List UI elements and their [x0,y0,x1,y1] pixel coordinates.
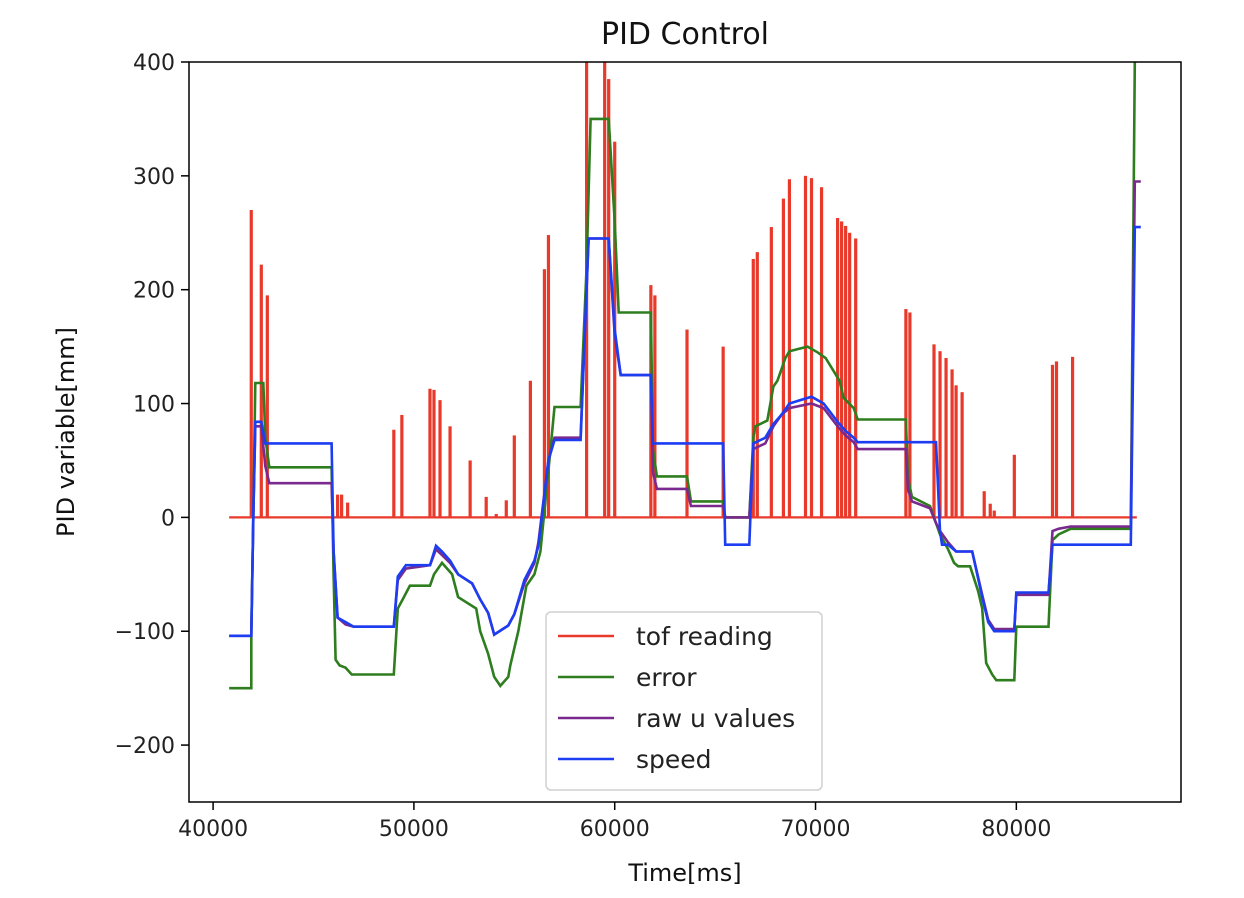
legend-label: error [636,663,697,692]
y-tick-label: 200 [133,279,175,304]
series-line [229,180,1141,638]
tof-spike [904,309,908,518]
tof-spike [982,491,986,518]
tof-spike [854,238,858,518]
tof-spike [944,358,948,518]
tof-spike [950,369,954,518]
tof-spike [653,295,657,518]
series-error [229,62,1137,690]
series-speed [229,225,1141,638]
legend: tof reading error raw u values speed [545,611,823,791]
plot-frame [188,61,1182,803]
tof-spike [603,62,607,518]
tof-spike [769,227,773,518]
tof-spike [781,198,785,518]
tof-spike [1012,454,1016,518]
tof-spike [954,385,958,518]
x-axis-label: Time[ms] [627,859,741,887]
chart-title: PID Control [601,17,769,52]
y-tick-label: 400 [133,51,175,76]
tof-spike [938,351,942,518]
tof-spike [1050,364,1055,518]
legend-label: speed [636,745,712,774]
tof-spike [751,258,755,518]
tof-spike [438,400,442,518]
tof-spike [755,252,759,518]
tof-spike [249,210,253,518]
tof-spike [819,187,824,518]
series-tof-reading [229,62,1137,519]
tof-spike [960,392,964,518]
tof-spike [335,494,340,518]
tof-spike [504,500,508,518]
tof-spike [836,217,840,518]
y-axis-label: PID variable[mm] [52,327,80,537]
series-raw-u-values [229,180,1141,638]
tof-spike [787,179,792,518]
tof-spike [848,232,852,518]
y-tick-label: 0 [161,506,175,531]
y-tick-label: −200 [115,734,175,759]
x-tick-label: 80000 [981,817,1051,842]
tof-spike [1054,361,1059,518]
legend-label: tof reading [636,622,773,651]
tof-spike [546,235,551,518]
series-line [229,62,1137,690]
x-tick-label: 40000 [178,817,248,842]
tof-spike [908,312,912,518]
tof-spike [392,429,396,518]
y-tick-label: 100 [133,393,175,418]
tof-spike [542,269,547,518]
tof-spike [428,388,432,518]
tof-spike [346,502,350,518]
tof-spike [468,460,472,518]
tof-spike [932,344,936,518]
series-line [229,225,1141,638]
x-tick-label: 60000 [580,817,650,842]
tof-spike [400,414,404,518]
y-tick-label: −100 [115,620,175,645]
x-tick-label: 70000 [781,817,851,842]
tof-spike [840,221,844,518]
tof-spike [844,225,848,518]
tof-spike [265,295,269,518]
tof-spike [340,494,344,518]
tof-spike [1070,356,1075,518]
y-tick-label: 300 [133,165,175,190]
tof-spike [484,496,488,518]
plot-area [229,62,1141,690]
tof-spike [607,79,611,518]
legend-label: raw u values [636,704,795,733]
axes: 40000 50000 60000 70000 80000 −200 −100 0 100 200… [115,51,1182,842]
legend-frame [545,611,823,791]
tof-spike [259,264,263,518]
x-tick-label: 50000 [379,817,449,842]
tof-spike [432,389,436,518]
tof-spike [988,503,992,518]
tof-spike [992,510,996,518]
tof-spike [494,513,498,518]
tof-spike [685,329,689,518]
tof-spike [448,426,452,518]
tof-spike [721,346,725,518]
tof-spike [528,380,532,518]
tof-spike [512,435,516,518]
